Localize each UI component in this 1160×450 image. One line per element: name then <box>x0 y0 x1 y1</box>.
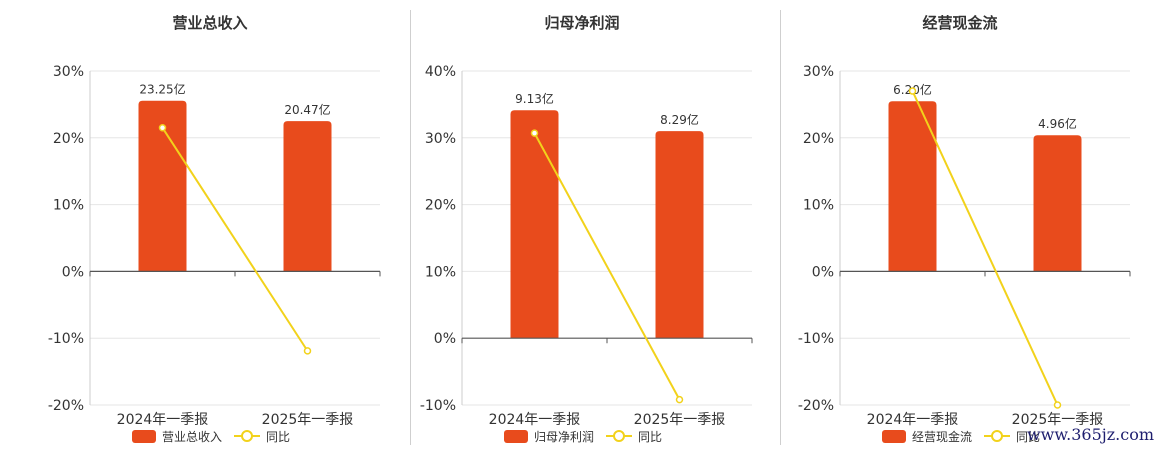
y-tick-label: 30% <box>53 64 84 80</box>
yoy-point <box>1053 401 1062 409</box>
legend: 归母净利润 同比 <box>504 430 662 444</box>
y-tick-label: 20% <box>803 131 834 147</box>
legend-line-marker <box>241 430 253 442</box>
y-tick-label: 10% <box>803 198 834 214</box>
yoy-point <box>675 395 684 404</box>
y-tick-label: -10% <box>798 331 834 347</box>
y-tick-label: -10% <box>48 331 84 347</box>
y-tick-label: 30% <box>803 64 834 80</box>
category-label: 2025年一季报 <box>262 412 354 428</box>
chart-title: 经营现金流 <box>922 14 997 32</box>
legend: 经营现金流 同比 <box>882 429 1040 444</box>
legend-line-label: 同比 <box>266 430 290 444</box>
category-label: 2025年一季报 <box>1012 412 1104 428</box>
bar <box>138 100 187 272</box>
legend-bar-label: 经营现金流 <box>912 429 972 444</box>
category-label: 2024年一季报 <box>867 412 959 428</box>
legend-bar-swatch <box>132 430 156 443</box>
legend-bar-label: 营业总收入 <box>162 430 222 444</box>
y-tick-label: 10% <box>53 198 84 214</box>
legend-line-marker <box>991 430 1003 442</box>
y-tick-label: -10% <box>420 398 456 414</box>
bar <box>1033 135 1082 272</box>
y-tick-label: 20% <box>425 198 456 214</box>
cash-flow-chart: 经营现金流30%20%10%0%-10%-20%6.20亿4.96亿2024年一… <box>750 0 1131 450</box>
yoy-line <box>533 132 681 401</box>
yoy-point <box>303 347 312 355</box>
y-tick-label: 0% <box>812 264 834 280</box>
y-tick-label: 40% <box>425 64 456 80</box>
chart-title: 营业总收入 <box>172 14 247 32</box>
legend-line-label: 同比 <box>1016 430 1040 444</box>
panel-divider <box>780 10 781 445</box>
y-tick-label: 10% <box>425 264 456 280</box>
chart-title: 归母净利润 <box>544 14 619 32</box>
y-tick-label: 20% <box>53 131 84 147</box>
legend-line-label: 同比 <box>638 430 662 444</box>
yoy-point <box>530 129 539 137</box>
net-profit-chart: 归母净利润 40% 30% 20% 10% 0% -10% 9.13亿 8.29亿 2024年一季… <box>372 0 753 450</box>
yoy-point <box>908 87 917 95</box>
yoy-point <box>158 124 167 132</box>
bar <box>888 101 937 272</box>
bar-value-label: 23.25亿 <box>139 82 185 97</box>
panel-divider <box>410 10 411 445</box>
y-tick-label: 0% <box>434 331 456 347</box>
bar-value-label: 20.47亿 <box>284 102 330 117</box>
bar <box>510 110 559 339</box>
yoy-line <box>911 90 1059 406</box>
y-tick-label: -20% <box>798 398 834 414</box>
category-label: 2025年一季报 <box>634 412 726 428</box>
watermark: www.365jz.com <box>1026 425 1154 444</box>
bar <box>655 131 704 339</box>
chart-svg: 归母净利润 40% 30% 20% 10% 0% -10% 9.13亿 8.29亿 2024年一季… <box>420 14 753 444</box>
bar-value-label: 9.13亿 <box>515 91 554 106</box>
legend: 营业总收入 同比 <box>132 430 290 444</box>
bar-value-label: 8.29亿 <box>660 112 699 127</box>
y-tick-label: 0% <box>62 264 84 280</box>
chart-svg: 营业总收入 30% 20% 10% 0% -10% -20% 23.25亿 20.47亿 2024… <box>48 14 381 444</box>
revenue-chart: 营业总收入 30% 20% 10% 0% -10% -20% 23.25亿 20.47亿 2024… <box>0 0 381 450</box>
y-tick-label: -20% <box>48 398 84 414</box>
legend-bar-swatch <box>504 430 528 443</box>
legend-bar-label: 归母净利润 <box>534 430 594 444</box>
legend-bar-swatch <box>882 430 906 443</box>
bar-value-label: 4.96亿 <box>1038 116 1077 131</box>
category-label: 2024年一季报 <box>489 412 581 428</box>
category-label: 2024年一季报 <box>117 412 209 428</box>
legend-line-marker <box>613 430 625 442</box>
chart-svg: 经营现金流30%20%10%0%-10%-20%6.20亿4.96亿2024年一… <box>798 14 1131 444</box>
bar <box>283 121 332 272</box>
yoy-line <box>161 127 309 352</box>
y-tick-label: 30% <box>425 131 456 147</box>
